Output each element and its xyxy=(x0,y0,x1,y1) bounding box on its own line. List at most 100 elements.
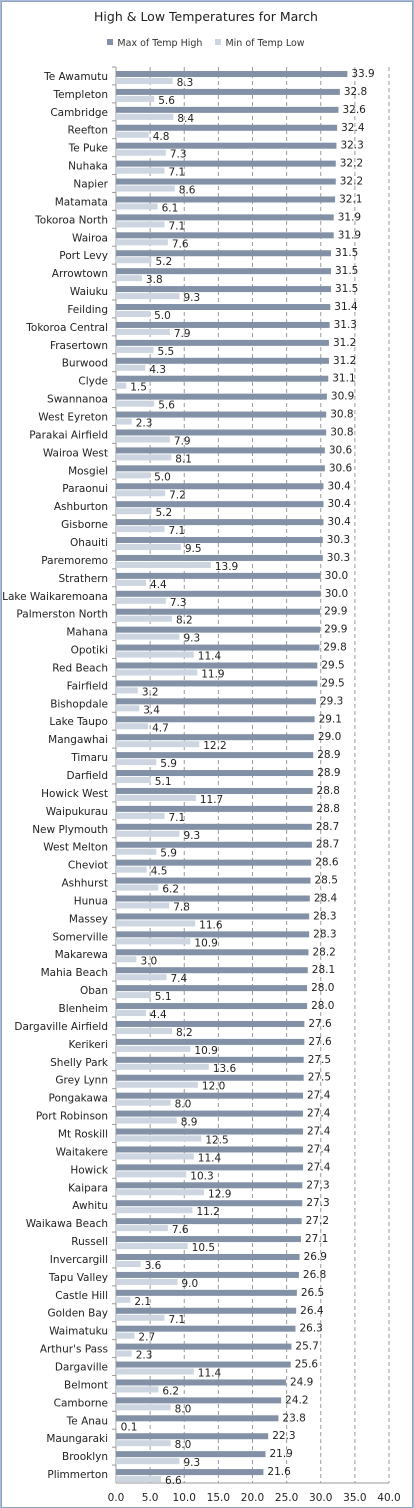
bar-high xyxy=(116,1451,266,1458)
category-label: Howick West xyxy=(41,788,108,800)
data-label-low: 3.6 xyxy=(145,1260,162,1272)
data-label-high: 28.4 xyxy=(314,893,338,905)
data-label-low: 12.5 xyxy=(205,1135,228,1147)
category-label: Ashhurst xyxy=(61,878,108,890)
data-label-low: 7.2 xyxy=(169,489,186,501)
bar-low xyxy=(116,1260,141,1267)
bar-low xyxy=(116,1458,180,1465)
bar-high xyxy=(116,268,331,275)
bar-high xyxy=(116,519,324,526)
bar-high xyxy=(116,214,334,221)
bar-low xyxy=(116,1368,194,1375)
data-label-high: 32.2 xyxy=(340,176,363,188)
bar-low xyxy=(116,1153,194,1160)
data-label-high: 27.4 xyxy=(307,1126,331,1138)
bar-low xyxy=(116,1332,135,1339)
bar-low xyxy=(116,794,196,801)
data-label-low: 4.4 xyxy=(150,579,167,591)
bar-low xyxy=(116,1278,178,1285)
category-label: Templeton xyxy=(52,89,108,101)
category-label: Lake Waikaremoana xyxy=(2,591,108,603)
data-label-high: 28.8 xyxy=(317,803,340,815)
bar-low xyxy=(116,1440,171,1447)
bar-high xyxy=(116,823,312,830)
bar-high xyxy=(116,124,338,131)
data-label-high: 28.8 xyxy=(317,785,340,797)
category-label: Maungaraki xyxy=(46,1433,108,1445)
bar-low xyxy=(116,1099,171,1106)
category-label: Red Beach xyxy=(52,662,108,674)
data-label-high: 21.6 xyxy=(267,1466,291,1478)
data-label-low: 9.3 xyxy=(183,633,200,645)
bar-high xyxy=(116,196,336,203)
bar-low xyxy=(116,938,191,945)
bar-low xyxy=(116,597,166,604)
data-label-low: 8.0 xyxy=(175,1439,192,1451)
category-label: Mt Roskill xyxy=(58,1128,108,1140)
category-label: Tokoroa North xyxy=(34,214,108,226)
category-label: Feilding xyxy=(67,304,108,316)
bar-high xyxy=(116,1182,303,1189)
data-label-high: 27.4 xyxy=(307,1090,331,1102)
bar-low xyxy=(116,1350,132,1357)
bar-high xyxy=(116,1146,304,1153)
data-label-high: 32.4 xyxy=(341,122,365,134)
category-label: Brooklyn xyxy=(62,1451,108,1463)
data-label-low: 8.3 xyxy=(177,77,194,89)
data-label-high: 31.9 xyxy=(338,229,361,241)
data-label-high: 28.9 xyxy=(317,749,340,761)
data-label-high: 30.6 xyxy=(329,444,353,456)
bar-high xyxy=(116,985,308,992)
category-label: Palmerston North xyxy=(16,609,108,621)
data-label-low: 11.6 xyxy=(199,919,223,931)
data-label-low: 9.5 xyxy=(185,543,202,555)
bar-high xyxy=(116,483,324,490)
bar-low xyxy=(116,185,175,192)
category-label: Pongakawa xyxy=(49,1093,109,1105)
data-label-high: 28.7 xyxy=(316,821,339,833)
bar-high xyxy=(116,88,340,95)
category-label: West Melton xyxy=(43,842,108,854)
data-label-high: 22.3 xyxy=(272,1430,295,1442)
category-label: Wairoa West xyxy=(43,447,108,459)
bar-low xyxy=(116,526,165,533)
bar-high xyxy=(116,752,314,759)
bar-low xyxy=(116,992,151,999)
data-label-high: 27.6 xyxy=(308,1036,332,1048)
data-label-high: 28.6 xyxy=(315,857,339,869)
category-label: Port Levy xyxy=(59,250,108,262)
legend-swatch-high xyxy=(107,39,114,45)
data-label-low: 5.0 xyxy=(154,471,171,483)
bar-low xyxy=(116,759,157,766)
category-label: Lake Taupo xyxy=(49,716,108,728)
bar-low xyxy=(116,866,147,873)
category-label: Makarewa xyxy=(55,949,108,961)
data-label-low: 5.2 xyxy=(155,256,172,268)
bar-high xyxy=(116,967,308,974)
data-label-low: 13.9 xyxy=(215,561,238,573)
data-label-low: 3.0 xyxy=(140,955,157,967)
bar-low xyxy=(116,848,157,855)
category-label: Waikawa Beach xyxy=(26,1218,108,1230)
category-label: Ashburton xyxy=(54,501,108,513)
data-label-high: 32.8 xyxy=(344,86,367,98)
bar-low xyxy=(116,454,172,461)
bar-low xyxy=(116,167,165,174)
data-label-high: 27.3 xyxy=(306,1179,329,1191)
data-label-high: 30.4 xyxy=(327,480,351,492)
bar-low xyxy=(116,1386,159,1393)
category-label: Waiuku xyxy=(70,286,108,298)
data-label-high: 21.9 xyxy=(269,1448,292,1460)
data-label-high: 31.3 xyxy=(334,319,357,331)
data-label-low: 8.6 xyxy=(179,185,196,197)
bar-high xyxy=(116,1092,304,1099)
data-label-high: 29.0 xyxy=(318,731,341,743)
category-label: Cambridge xyxy=(50,107,108,119)
bar-high xyxy=(116,357,329,364)
bar-low xyxy=(116,1135,202,1142)
data-label-low: 6.2 xyxy=(162,884,179,896)
bar-low xyxy=(116,723,149,730)
bar-low xyxy=(116,687,138,694)
data-label-high: 28.2 xyxy=(312,946,335,958)
